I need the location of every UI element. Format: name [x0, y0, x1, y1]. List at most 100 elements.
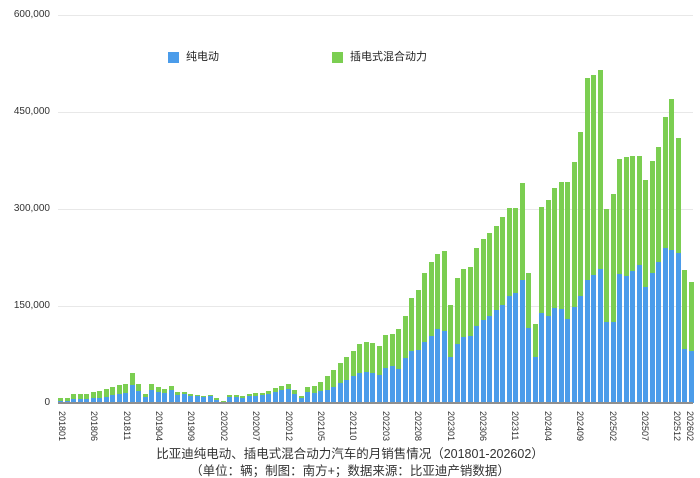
- phev-segment: [578, 131, 583, 297]
- bar: [610, 194, 616, 403]
- bev-segment: [214, 399, 219, 403]
- bar: [350, 350, 356, 403]
- x-tick-label: 202602: [685, 411, 696, 442]
- bev-segment: [331, 386, 336, 403]
- bar: [604, 208, 609, 403]
- bar: [175, 392, 180, 403]
- bar: [584, 77, 590, 403]
- x-tick-label: 201909: [186, 411, 197, 442]
- bev-segment: [513, 292, 518, 403]
- phev-segment: [591, 75, 596, 275]
- phev-segment: [643, 180, 648, 287]
- bar: [246, 393, 252, 403]
- phev-segment: [500, 217, 505, 306]
- phev-segment: [279, 385, 284, 391]
- bev-segment: [617, 274, 622, 403]
- bev-segment: [266, 393, 271, 403]
- bev-segment: [474, 325, 479, 403]
- phev-segment: [337, 363, 343, 384]
- bar: [688, 282, 694, 403]
- bev-segment: [584, 280, 590, 403]
- bev-segment: [422, 341, 427, 403]
- bev-segment: [207, 396, 213, 403]
- bev-segment: [253, 395, 258, 403]
- bev-segment: [597, 268, 603, 403]
- bev-segment: [409, 350, 414, 403]
- bar: [318, 381, 323, 403]
- phev-segment: [623, 157, 629, 277]
- phev-segment: [662, 117, 668, 248]
- bev-segment: [136, 390, 141, 403]
- phev-segment: [636, 155, 642, 266]
- bev-segment: [370, 372, 375, 403]
- phev-segment: [454, 277, 460, 345]
- bar: [526, 272, 531, 403]
- phev-segment: [110, 386, 115, 395]
- phev-segment: [539, 207, 544, 313]
- bar: [441, 250, 447, 403]
- bar: [207, 394, 213, 403]
- bev-segment: [350, 376, 356, 403]
- bev-segment: [227, 397, 232, 403]
- phev-segment: [376, 345, 382, 376]
- bar: [168, 385, 174, 403]
- bev-segment: [77, 399, 83, 403]
- bev-segment: [643, 286, 648, 403]
- phev-segment: [513, 207, 518, 293]
- phev-segment: [357, 344, 362, 374]
- bar: [376, 345, 382, 403]
- phev-segment: [129, 372, 135, 385]
- bar: [428, 262, 434, 403]
- bar: [149, 383, 154, 403]
- bar: [272, 388, 278, 403]
- legend-label-phev: 插电式混合动力: [350, 51, 427, 63]
- phev-segment: [305, 387, 310, 393]
- bar: [331, 370, 336, 403]
- bar: [493, 225, 499, 403]
- bar: [214, 398, 219, 403]
- phev-segment: [656, 146, 661, 263]
- phev-segment: [207, 394, 213, 397]
- bev-segment: [188, 395, 193, 403]
- bar: [539, 207, 544, 403]
- x-axis-line: [58, 402, 693, 404]
- bar: [389, 334, 395, 403]
- x-tick-label: 202507: [639, 411, 650, 442]
- bev-segment: [116, 393, 122, 403]
- bev-segment: [487, 315, 492, 403]
- x-tick-label: 202301: [445, 411, 456, 442]
- phev-segment: [552, 188, 557, 309]
- legend: 纯电动 插电式混合动力: [58, 51, 693, 67]
- bar: [84, 393, 89, 403]
- phev-segment: [604, 208, 609, 322]
- bar: [402, 316, 408, 403]
- bar: [675, 137, 681, 403]
- phev-segment: [519, 182, 525, 280]
- bev-segment: [558, 309, 564, 403]
- bev-segment: [240, 397, 245, 403]
- bev-segment: [675, 252, 681, 403]
- phev-segment: [123, 384, 128, 394]
- phev-segment: [194, 394, 200, 397]
- bev-segment: [656, 262, 661, 403]
- phev-segment: [649, 161, 655, 274]
- bev-segment: [337, 383, 343, 403]
- bev-segment: [532, 356, 538, 403]
- x-tick-label: 202409: [575, 411, 586, 442]
- bev-segment: [688, 351, 694, 403]
- bev-segment: [682, 348, 687, 403]
- bev-segment: [259, 395, 265, 403]
- x-tick-label: 202306: [477, 411, 488, 442]
- phev-segment: [136, 384, 141, 391]
- bar: [565, 181, 570, 403]
- phev-segment: [409, 297, 414, 351]
- bev-segment: [285, 389, 291, 403]
- bar: [415, 289, 421, 403]
- bar: [474, 247, 479, 403]
- bar: [357, 344, 362, 403]
- bev-segment: [526, 328, 531, 403]
- phev-segment: [344, 357, 349, 380]
- phev-segment: [487, 233, 492, 316]
- bar: [578, 131, 583, 403]
